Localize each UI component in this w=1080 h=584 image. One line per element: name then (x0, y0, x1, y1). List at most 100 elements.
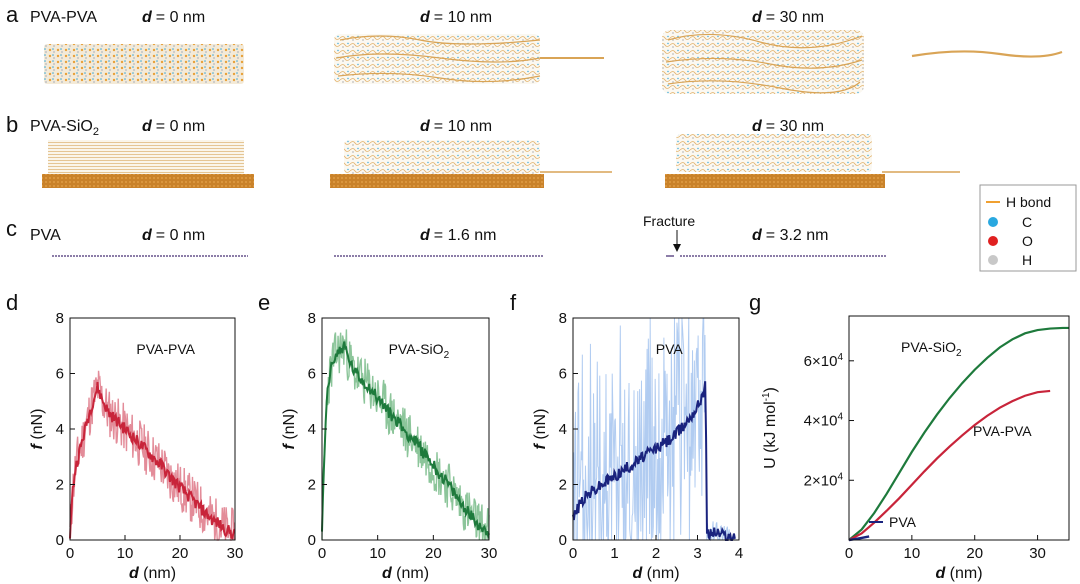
y-tick-label: 4 (56, 421, 64, 438)
series-mean-line (321, 341, 490, 540)
fracture-arrow-icon (673, 230, 681, 252)
chart-inner-title: PVA-SiO2 (389, 341, 450, 361)
panel-c-system-label: PVA (30, 227, 61, 244)
series-mean-line (572, 381, 736, 542)
panel-letter-b: b (6, 112, 18, 137)
svg-text:d= 1.6 nm: d = 1.6 nm (420, 227, 496, 244)
chart-e-force-pva-sio2: 0 10 20 30 0 2 4 6 8 d (nm) f (nN) PVA-SiO2 (281, 310, 497, 582)
panel-c-d-label-0: d = 0 nm (142, 227, 205, 244)
fracture-label: Fracture (643, 213, 695, 229)
y-tick-label: 8 (56, 310, 64, 327)
series-label-pva-pva: PVA-PVA (973, 423, 1032, 439)
plot-frame (848, 315, 1070, 541)
y-tick-label: 8 (308, 310, 316, 327)
y-tick-label: 8 (559, 310, 567, 327)
x-axis-label: d (nm) (935, 565, 982, 582)
panel-a-d-label-1: d = 10 nm (420, 9, 492, 26)
panel-c-d-label-2: d = 3.2 nm (752, 227, 828, 244)
y-tick-label: 6 (308, 366, 316, 383)
x-tick-label: 0 (318, 545, 326, 562)
atom-legend: H bond C O H (979, 184, 1077, 272)
y-tick-label: 6 (56, 366, 64, 383)
svg-text:d= 30 nm: d = 30 nm (752, 9, 824, 26)
energy-series-line (848, 389, 1051, 541)
x-axis-label: d (nm) (382, 565, 429, 582)
molecule-pva-pva-d0 (44, 44, 244, 84)
x-axis-label: d (nm) (632, 565, 679, 582)
chart-f-force-pva: 0 1 2 3 4 0 2 4 6 8 d (nm) f (nN) PVA (532, 310, 743, 582)
panel-letter-c: c (6, 216, 17, 241)
carbon-legend-dot (988, 217, 998, 227)
series-label-pva: PVA (889, 514, 917, 530)
y-axis-label: f (nN) (281, 409, 298, 450)
panel-letter-e: e (258, 290, 270, 315)
x-tick-label: 2 (652, 545, 660, 562)
molecule-pva-sio2-d0 (42, 140, 254, 188)
series-noise-band (572, 317, 736, 541)
y-axis-label: U (kJ mol-1) (761, 387, 779, 469)
y-tick-label: 0 (56, 532, 64, 549)
y-tick-label: 6×104 (804, 352, 844, 370)
x-tick-label: 30 (481, 545, 498, 562)
molecule-pva-pva-d30 (662, 30, 1063, 94)
x-tick-label: 0 (569, 545, 577, 562)
panel-a-system-label: PVA-PVA (30, 9, 97, 26)
y-tick-label: 0 (308, 532, 316, 549)
y-tick-label: 4 (559, 421, 567, 438)
svg-text:d= 0 nm: d = 0 nm (142, 118, 205, 135)
y-axis-label: f (nN) (29, 409, 46, 450)
panel-b-system-label: PVA-SiO2 (30, 118, 99, 138)
x-tick-label: 20 (966, 545, 983, 562)
molecule-pva-sio2-d30 (665, 134, 960, 188)
energy-series-line (848, 535, 870, 542)
x-tick-label: 10 (369, 545, 386, 562)
x-tick-label: 20 (172, 545, 189, 562)
panel-letter-a: a (6, 2, 19, 27)
energy-series-line (848, 326, 1069, 541)
x-tick-label: 30 (227, 545, 244, 562)
x-tick-label: 1 (610, 545, 618, 562)
panel-b-d-label-2: d = 30 nm (752, 118, 824, 135)
chart-d-force-pva-pva: 0 10 20 30 0 2 4 6 8 d (nm) f (nN) PVA-PVA (29, 310, 243, 582)
chart-inner-title: PVA-PVA (136, 341, 195, 357)
svg-text:d= 10 nm: d = 10 nm (420, 118, 492, 135)
panel-letter-f: f (510, 290, 517, 315)
chart-g-energy: 0 10 20 30 2×104 4×104 6×104 d (nm) U (kJ mol-1)… (761, 315, 1070, 582)
series-label-pva-sio2: PVA-SiO2 (901, 339, 962, 359)
panel-a-d-label-2: d = 30 nm (752, 9, 824, 26)
panel-b-d-label-1: d = 10 nm (420, 118, 492, 135)
x-tick-label: 10 (117, 545, 134, 562)
x-tick-label: 0 (66, 545, 74, 562)
x-axis-label: d (nm) (129, 565, 176, 582)
molecule-pva-pva-d10 (334, 34, 604, 84)
svg-text:d= 30 nm: d = 30 nm (752, 118, 824, 135)
x-tick-label: 20 (425, 545, 442, 562)
oxygen-legend-dot (988, 236, 998, 246)
y-tick-label: 2 (56, 477, 64, 494)
y-tick-label: 4 (308, 421, 316, 438)
y-tick-label: 2 (559, 477, 567, 494)
panel-letter-d: d (6, 290, 18, 315)
panel-letter-g: g (749, 290, 761, 315)
svg-text:d= 0 nm: d = 0 nm (142, 227, 205, 244)
panel-a-d-label-0: d = 0 nm (142, 9, 205, 26)
series-mean-line (69, 381, 236, 540)
svg-text:d= 0 nm: d = 0 nm (142, 9, 205, 26)
series-noise-band (321, 329, 490, 541)
y-tick-label: 0 (559, 532, 567, 549)
x-tick-label: 0 (845, 545, 853, 562)
panel-b-d-label-0: d = 0 nm (142, 118, 205, 135)
legend-c-label: C (1022, 214, 1032, 230)
molecule-pva-sio2-d10 (330, 140, 612, 188)
y-tick-label: 2×104 (804, 471, 844, 489)
chart-inner-title: PVA (656, 341, 684, 357)
svg-text:d= 3.2 nm: d = 3.2 nm (752, 227, 828, 244)
x-tick-label: 3 (693, 545, 701, 562)
hydrogen-legend-dot (988, 255, 998, 265)
y-tick-label: 4×104 (804, 412, 844, 430)
panel-c-d-label-1: d = 1.6 nm (420, 227, 496, 244)
x-tick-label: 30 (1029, 545, 1046, 562)
y-tick-label: 6 (559, 366, 567, 383)
svg-text:d= 10 nm: d = 10 nm (420, 9, 492, 26)
